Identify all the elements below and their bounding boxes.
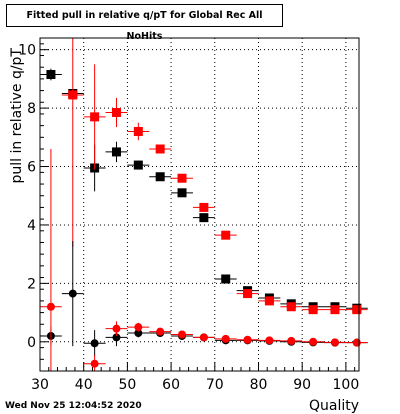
tick-layer: 30 40 50 60 70 80 90 100 0 2 4 6 8 10 (18, 43, 359, 393)
y-tick-label: 6 (27, 160, 36, 176)
data-point-square (133, 126, 143, 136)
x-tick-label: 70 (206, 377, 224, 393)
x-tick-label: 90 (293, 377, 311, 393)
data-point-square (155, 144, 165, 154)
data-point-circle (287, 336, 296, 345)
data-point-circle (199, 333, 208, 342)
y-tick-label: 10 (18, 43, 36, 59)
y-tick-label: 0 (27, 335, 36, 351)
data-point-circle (265, 336, 274, 345)
data-point-square (221, 230, 231, 240)
data-point-circle (90, 339, 99, 348)
data-point-square (90, 112, 100, 122)
data-point-circle (156, 327, 165, 336)
data-point-square (264, 296, 274, 306)
data-point-circle (134, 329, 143, 338)
data-point-square (177, 188, 187, 198)
data-point-circle (112, 324, 121, 333)
data-point-circle (330, 338, 339, 347)
y-axis-label: pull in relative q/pT (9, 48, 25, 184)
data-point-square (199, 213, 209, 223)
y-tick-label: 4 (27, 218, 36, 234)
data-layer (40, 38, 368, 371)
series-1 (61, 38, 368, 315)
series-0 (40, 68, 368, 313)
data-point-square (111, 147, 121, 157)
data-point-circle (90, 359, 99, 368)
x-tick-label: 50 (118, 377, 136, 393)
series-3 (40, 149, 368, 371)
data-point-square (221, 274, 231, 284)
data-point-circle (243, 335, 252, 344)
plot-frame (39, 37, 360, 372)
data-point-circle (112, 333, 121, 342)
y-tick-label: 2 (27, 276, 36, 292)
data-point-square (177, 173, 187, 183)
data-point-square (68, 90, 78, 100)
data-point-square (46, 70, 56, 80)
data-point-circle (178, 330, 187, 339)
x-tick-label: 60 (162, 377, 180, 393)
data-point-square (243, 289, 253, 299)
y-tick-label: 8 (27, 101, 36, 117)
data-point-circle (46, 302, 55, 311)
timestamp: Wed Nov 25 12:04:52 2020 (5, 401, 142, 411)
x-axis-label: Quality (309, 398, 359, 414)
data-point-circle (221, 334, 230, 343)
data-point-square (330, 305, 340, 315)
x-tick-label: 30 (31, 377, 49, 393)
data-point-circle (309, 337, 318, 346)
data-point-circle (68, 289, 77, 298)
data-point-square (308, 305, 318, 315)
chart-title: Fitted pull in relative q/pT for Global … (6, 4, 283, 42)
data-point-square (155, 172, 165, 182)
data-point-square (352, 305, 362, 315)
x-tick-label: 80 (250, 377, 268, 393)
data-point-square (133, 160, 143, 170)
x-tick-label: 40 (75, 377, 93, 393)
data-point-square (199, 202, 209, 212)
data-point-square (111, 107, 121, 117)
data-point-square (286, 302, 296, 312)
x-tick-label: 100 (333, 377, 360, 393)
data-point-circle (352, 338, 361, 347)
data-point-circle (134, 323, 143, 332)
